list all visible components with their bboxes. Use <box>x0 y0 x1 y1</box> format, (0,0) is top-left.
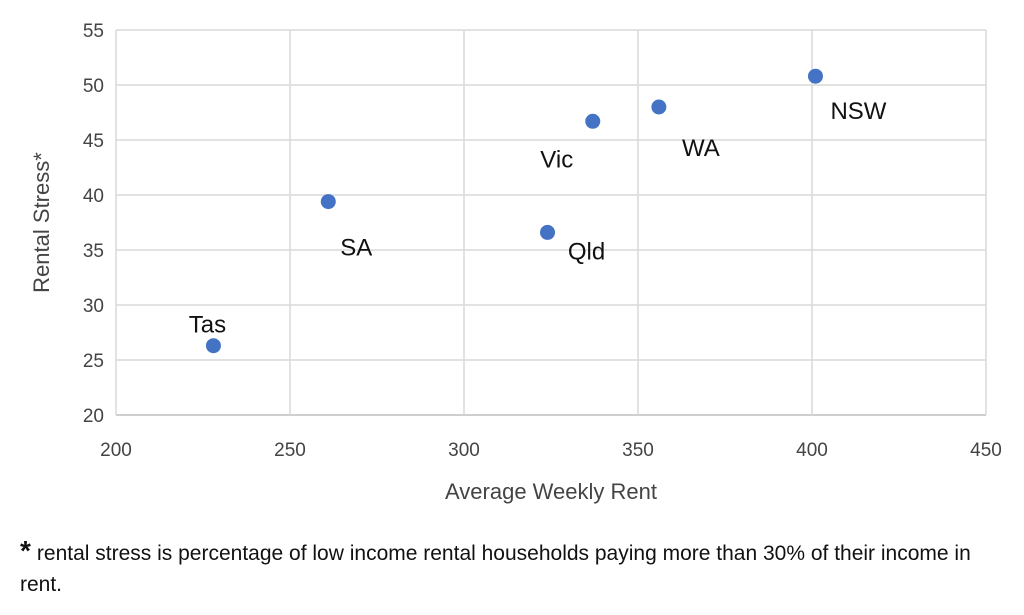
y-tick-label: 25 <box>83 351 104 372</box>
y-tick-label: 50 <box>83 76 104 97</box>
y-tick-label: 55 <box>83 21 104 42</box>
data-point-qld <box>540 224 556 240</box>
data-point-wa <box>651 99 667 115</box>
footnote-text: rental stress is percentage of low incom… <box>20 542 971 596</box>
y-tick-label: 35 <box>83 241 104 262</box>
point-label-qld: Qld <box>568 238 605 265</box>
x-tick-label: 450 <box>970 440 1002 461</box>
y-tick-label: 20 <box>83 406 104 427</box>
footnote-marker: * <box>20 535 31 566</box>
point-label-nsw: NSW <box>830 98 886 125</box>
point-labels: Tas SA Qld Vic WA NSW <box>189 98 887 339</box>
y-tick-label: 40 <box>83 186 104 207</box>
gridlines <box>115 29 987 416</box>
footnote: * rental stress is percentage of low inco… <box>20 535 1010 600</box>
point-label-wa: WA <box>682 135 720 162</box>
x-tick-label: 250 <box>274 440 306 461</box>
point-label-tas: Tas <box>189 312 226 339</box>
x-tick-label: 350 <box>622 440 654 461</box>
data-points <box>205 68 823 354</box>
x-tick-label: 300 <box>448 440 480 461</box>
tick-labels: 20 25 30 35 40 45 50 55 200 250 300 350 400 450 <box>83 21 1002 461</box>
y-tick-label: 30 <box>83 296 104 317</box>
scatter-chart: 20 25 30 35 40 45 50 55 200 250 300 350 400 450 Tas SA… <box>29 21 1002 504</box>
y-axis-title: Rental Stress* <box>29 152 54 293</box>
x-axis-title: Average Weekly Rent <box>445 479 657 504</box>
point-label-sa: SA <box>340 235 372 262</box>
data-point-tas <box>205 338 221 354</box>
y-tick-label: 45 <box>83 131 104 152</box>
data-point-nsw <box>807 68 823 84</box>
x-tick-label: 200 <box>100 440 132 461</box>
data-point-vic <box>585 113 601 129</box>
point-label-vic: Vic <box>540 146 573 173</box>
data-point-sa <box>320 194 336 210</box>
x-tick-label: 400 <box>796 440 828 461</box>
